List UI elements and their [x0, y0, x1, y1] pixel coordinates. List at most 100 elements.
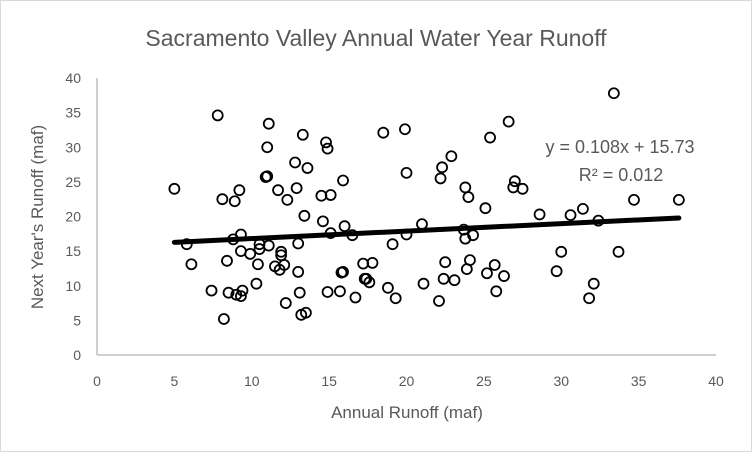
data-point	[516, 182, 529, 195]
data-point	[205, 284, 218, 297]
data-point	[389, 292, 402, 305]
data-point	[221, 254, 233, 267]
x-tick-label: 5	[170, 373, 178, 389]
data-point	[281, 193, 294, 206]
data-point	[334, 285, 346, 298]
data-point	[488, 259, 501, 271]
data-point	[462, 191, 475, 204]
data-point	[433, 295, 445, 307]
data-point	[296, 128, 309, 141]
data-point	[185, 258, 198, 271]
data-point	[672, 193, 685, 206]
data-point	[292, 265, 305, 278]
data-point	[320, 136, 332, 149]
data-point	[317, 215, 329, 228]
data-point	[612, 245, 625, 258]
data-point	[324, 189, 337, 201]
data-point	[445, 150, 458, 163]
data-point	[400, 166, 413, 179]
data-point	[448, 274, 461, 287]
y-tick-label: 35	[65, 105, 81, 121]
data-point	[275, 245, 288, 258]
data-point	[363, 276, 376, 289]
data-point	[386, 238, 399, 251]
x-tick-label: 0	[93, 373, 101, 389]
data-point	[293, 286, 306, 299]
data-point	[272, 184, 284, 197]
x-tick-label: 15	[321, 373, 337, 389]
data-point	[321, 142, 334, 155]
data-point	[583, 292, 596, 305]
y-tick-label: 0	[73, 347, 81, 363]
data-point	[508, 175, 521, 188]
data-point	[337, 265, 349, 278]
data-point	[337, 174, 349, 187]
x-tick-label: 25	[476, 373, 492, 389]
y-tick-label: 40	[65, 70, 81, 86]
data-point	[377, 126, 390, 139]
data-point	[564, 209, 577, 222]
data-point	[436, 161, 448, 174]
data-point	[434, 172, 447, 185]
data-point	[366, 256, 379, 269]
data-point	[261, 141, 274, 154]
data-point	[382, 281, 394, 294]
data-point	[628, 193, 640, 206]
x-tick-label: 40	[708, 373, 724, 389]
data-point	[262, 117, 275, 130]
data-point	[222, 286, 235, 299]
data-point	[607, 87, 620, 100]
y-tick-label: 5	[73, 312, 81, 328]
data-point	[338, 220, 351, 233]
data-point	[498, 270, 510, 282]
data-point	[502, 115, 515, 128]
data-point	[417, 277, 430, 290]
data-point	[321, 286, 334, 298]
data-point	[464, 254, 476, 267]
data-point	[216, 193, 229, 206]
y-tick-label: 25	[65, 174, 81, 190]
data-point	[587, 277, 600, 290]
data-point	[479, 202, 492, 215]
data-point	[349, 291, 362, 304]
data-point	[399, 123, 411, 136]
data-point	[279, 297, 292, 309]
data-point	[555, 245, 568, 258]
data-point	[233, 184, 246, 197]
data-point	[236, 284, 249, 297]
trendline	[171, 215, 682, 245]
data-point	[235, 290, 247, 303]
data-point	[439, 256, 452, 269]
x-tick-label: 35	[631, 373, 647, 389]
data-point	[550, 265, 563, 278]
data-point	[289, 156, 301, 169]
data-point	[228, 195, 241, 208]
y-tick-label: 10	[65, 278, 81, 294]
data-point	[211, 109, 224, 122]
data-point	[217, 313, 230, 325]
data-point	[244, 247, 257, 260]
x-tick-label: 10	[244, 373, 260, 389]
data-point	[301, 162, 314, 174]
data-point	[250, 277, 263, 290]
data-point	[533, 208, 546, 221]
x-tick-label: 20	[399, 373, 415, 389]
data-point	[577, 202, 589, 215]
data-point	[168, 182, 181, 195]
data-point	[278, 259, 291, 271]
y-axis-label: Next Year's Runoff (maf)	[28, 125, 47, 309]
data-point	[300, 306, 312, 319]
x-axis-label: Annual Runoff (maf)	[331, 403, 483, 422]
x-tick-label: 30	[553, 373, 569, 389]
data-point	[481, 267, 493, 280]
data-point	[490, 285, 503, 298]
data-point	[437, 272, 450, 285]
trendline-r2: R² = 0.012	[579, 165, 664, 185]
trendline-equation: y = 0.108x + 15.73	[545, 137, 694, 157]
data-point	[484, 131, 496, 144]
data-point	[360, 272, 373, 285]
y-tick-label: 20	[65, 209, 81, 225]
